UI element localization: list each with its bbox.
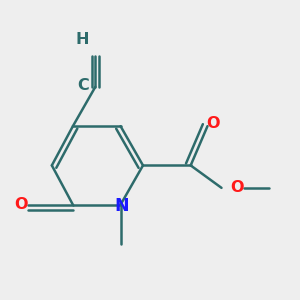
Text: O: O xyxy=(14,197,28,212)
Text: N: N xyxy=(115,197,129,215)
Text: O: O xyxy=(230,180,244,195)
Text: H: H xyxy=(76,32,89,47)
Text: O: O xyxy=(206,116,220,131)
Text: C: C xyxy=(77,78,88,93)
